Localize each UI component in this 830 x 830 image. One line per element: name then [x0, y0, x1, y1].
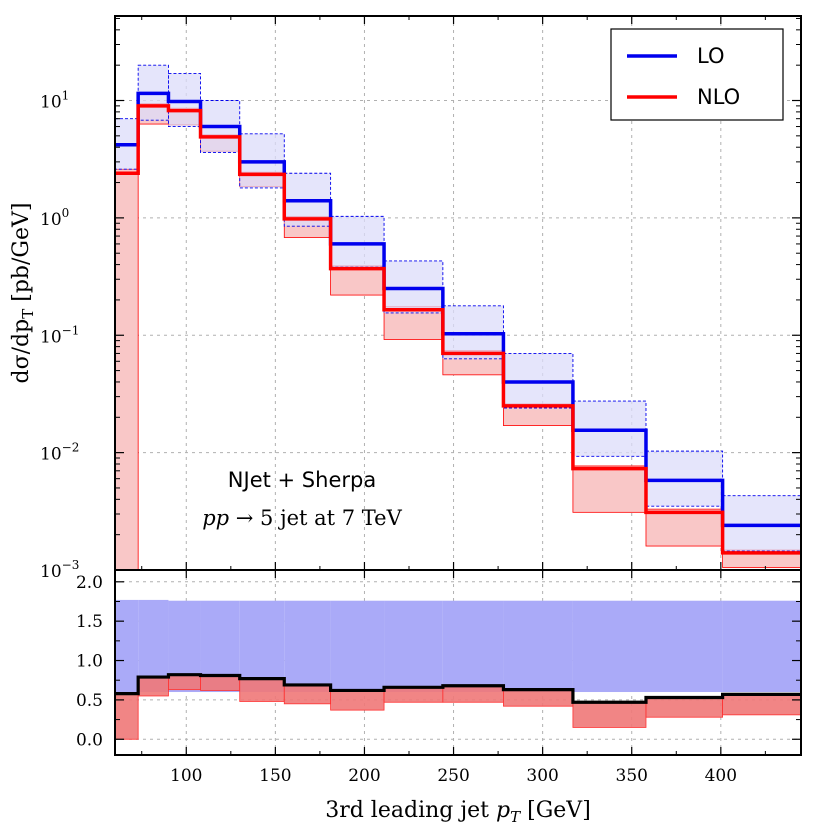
ratio-lo-band-bin-8 — [442, 600, 504, 693]
ytick-exponent: −3 — [62, 558, 80, 572]
ratio-lo-band-bin-10 — [572, 600, 646, 693]
ytick-base: 10 — [40, 327, 62, 347]
xtick-label-350: 350 — [616, 766, 648, 786]
annotation-rest: → 5 jet at 7 TeV — [229, 506, 403, 530]
ratio-ytick-label-1.5: 1.5 — [76, 612, 103, 632]
ratio-lo-band-bin-9 — [503, 600, 573, 693]
ratio-nlo-band-bin-5 — [283, 683, 332, 705]
xlabel-p: p — [496, 798, 510, 823]
ratio-lo-band-bin-11 — [645, 600, 723, 693]
lo-step-line — [115, 91, 801, 528]
annotation-line1: NJet + Sherpa — [228, 468, 376, 492]
annotation-line2: pp → 5 jet at 7 TeV — [202, 506, 402, 530]
xtick-label-300: 300 — [526, 766, 558, 786]
ratio-lo-band-bin-7 — [384, 600, 443, 693]
ratio-bands — [115, 599, 801, 740]
ratio-nlo-band-bin-6 — [330, 690, 385, 711]
lo-band-bin-11 — [645, 450, 724, 507]
legend-lo-label: LO — [697, 44, 724, 68]
ylabel-subscript: T — [19, 309, 37, 319]
ratio-lo-band-bin-4 — [239, 600, 285, 693]
ratio-nlo-over-lo-line — [115, 673, 801, 704]
ratio-nlo-band-bin-11 — [645, 697, 723, 718]
ratio-nlo-band-bin-9 — [503, 689, 574, 707]
ratio-frame — [114, 569, 802, 756]
nlo-band-bin-11 — [645, 508, 723, 547]
ratio-lo-band-bin-12 — [722, 600, 801, 693]
main-ytick-label-1e-3: 10−3 — [40, 558, 79, 582]
ratio-nlo-band-bin-4 — [239, 677, 285, 702]
legend: LO NLO — [610, 28, 784, 121]
xlabel-part-4: [GeV] — [520, 798, 591, 823]
xtick-label-200: 200 — [348, 766, 380, 786]
ytick-base: 10 — [40, 562, 62, 582]
xtick-label-150: 150 — [259, 766, 291, 786]
main-ylabel: dσ/dpT [pb/GeV] — [9, 203, 37, 384]
ratio-nlo-band-bin-12 — [722, 693, 801, 716]
ratio-ytick-label-2.0: 2.0 — [76, 573, 103, 593]
xtick-label-100: 100 — [170, 766, 202, 786]
ytick-exponent: 0 — [62, 206, 70, 220]
ratio-ytick-label-1.0: 1.0 — [76, 652, 103, 672]
main-ytick-label-1e-2: 10−2 — [40, 441, 79, 465]
xtick-labels: 100 150 200 250 300 350 400 — [170, 766, 737, 786]
main-bands — [115, 64, 801, 570]
ratio-ytick-label-0.0: 0.0 — [76, 730, 103, 750]
ytick-base: 10 — [40, 93, 62, 113]
ratio-lines — [115, 673, 801, 704]
ytick-exponent: 1 — [62, 89, 70, 103]
ratio-nlo-band-bin-8 — [442, 685, 504, 703]
ratio-ticks — [115, 570, 801, 755]
xlabel-part-1: 3rd leading jet — [325, 798, 496, 823]
ytick-base: 10 — [40, 445, 62, 465]
ratio-nlo-band-bin-1 — [137, 675, 169, 697]
nlo-band-bin-10 — [572, 465, 647, 513]
ratio-ytick-labels: 0.0 0.5 1.0 1.5 2.0 — [76, 573, 103, 750]
ylabel-part-1: dσ/dp — [9, 319, 34, 384]
xtick-label-400: 400 — [705, 766, 737, 786]
ratio-lo-band-bin-5 — [284, 600, 331, 693]
ratio-ytick-label-0.5: 0.5 — [76, 691, 103, 711]
main-ytick-label-1e1: 101 — [40, 89, 69, 113]
ratio-nlo-band-bin-10 — [572, 701, 647, 728]
ratio-lo-band-bin-6 — [330, 600, 385, 693]
ratio-lo-band-bin-0 — [115, 599, 139, 693]
ytick-base: 10 — [40, 210, 62, 230]
ratio-nlo-band-bin-7 — [383, 686, 444, 703]
xlabel: 3rd leading jet pT [GeV] — [325, 798, 591, 826]
legend-nlo-label: NLO — [697, 85, 740, 109]
nlo-step-line — [115, 104, 801, 555]
xlabel-subscript: T — [510, 808, 521, 826]
lo-band-bin-12 — [722, 495, 801, 552]
ytick-exponent: −2 — [62, 441, 80, 455]
ylabel-part-3: [pb/GeV] — [9, 203, 34, 309]
main-ytick-label-1e0: 100 — [40, 206, 69, 230]
annotation-pp: pp — [202, 506, 229, 530]
lo-band-bin-6 — [330, 215, 385, 268]
legend-box — [610, 28, 784, 121]
main-ytick-label-1e-1: 10−1 — [40, 323, 79, 347]
ytick-exponent: −1 — [62, 323, 80, 337]
xtick-label-250: 250 — [437, 766, 469, 786]
main-lines — [115, 91, 801, 555]
